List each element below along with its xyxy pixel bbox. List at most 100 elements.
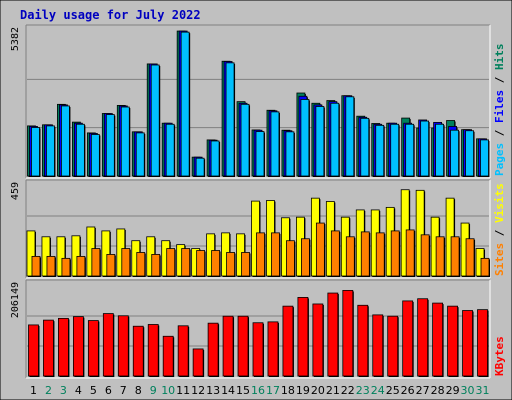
bar-kbytes-day-10 (162, 335, 174, 377)
bar-visits-day-6 (101, 230, 111, 277)
day-label-9: 9 (150, 384, 157, 397)
bar-pages-day-31 (480, 139, 489, 177)
day-label-10: 10 (161, 384, 175, 397)
bar-pages-day-20 (315, 106, 325, 177)
bar-sites-day-6 (106, 254, 116, 277)
day-label-7: 7 (120, 384, 127, 397)
panel-3: 206149 KBytes (10, 279, 506, 379)
bar-pages-day-15 (240, 103, 250, 177)
bar-pages-day-23 (360, 117, 370, 177)
bar-kbytes-day-14 (222, 315, 234, 377)
bar-sites-day-19 (301, 238, 310, 277)
legend-hits: Hits (493, 44, 506, 71)
bar-pages-day-29 (450, 129, 459, 177)
day-label-19: 19 (296, 384, 310, 397)
bar-pages-day-14 (225, 62, 235, 177)
legend-separator: / (493, 123, 506, 143)
legend-sites: Sites (493, 243, 506, 276)
day-label-28: 28 (431, 384, 445, 397)
bar-sites-day-16 (256, 232, 265, 277)
day-label-8: 8 (135, 384, 142, 397)
bar-sites-day-31 (480, 257, 490, 277)
bar-kbytes-day-31 (477, 309, 488, 377)
bar-visits-day-27 (415, 189, 425, 277)
bar-pages-day-26 (405, 123, 415, 177)
bar-visits-day-3 (56, 236, 66, 277)
day-label-15: 15 (236, 384, 250, 397)
bar-sites-day-8 (136, 252, 146, 277)
bar-pages-day-30 (465, 130, 474, 177)
day-label-21: 21 (326, 384, 340, 397)
bar-kbytes-day-7 (117, 315, 129, 377)
legend-kbytes: KBytes (493, 336, 506, 376)
bar-kbytes-day-3 (58, 317, 69, 377)
bar-kbytes-day-30 (462, 310, 473, 377)
legend-separator: / (493, 223, 506, 243)
bar-kbytes-day-12 (192, 348, 204, 377)
bar-kbytes-day-20 (312, 303, 324, 377)
legend-pages: Pages (493, 143, 506, 176)
bar-kbytes-day-19 (297, 297, 309, 377)
bar-sites-day-12 (196, 250, 206, 277)
bar-visits-day-4 (71, 235, 81, 277)
day-label-6: 6 (105, 384, 112, 397)
bar-sites-day-13 (211, 250, 220, 277)
panel-legend: KBytes (493, 336, 506, 376)
day-label-31: 31 (476, 384, 490, 397)
day-label-20: 20 (311, 384, 325, 397)
bar-kbytes-day-24 (372, 314, 384, 377)
legend-separator: / (493, 70, 506, 90)
bar-sites-day-14 (226, 252, 235, 277)
bar-pages-day-27 (420, 120, 430, 177)
bar-kbytes-day-11 (177, 325, 189, 377)
day-label-11: 11 (176, 384, 190, 397)
bar-kbytes-day-21 (327, 292, 339, 377)
bar-kbytes-day-4 (72, 316, 84, 377)
bar-sites-day-23 (360, 231, 370, 277)
bar-kbytes-day-17 (267, 321, 279, 377)
day-label-17: 17 (266, 384, 280, 397)
bar-kbytes-day-13 (207, 322, 219, 377)
day-label-16: 16 (251, 384, 265, 397)
day-label-24: 24 (371, 384, 385, 397)
bar-sites-day-1 (31, 255, 41, 277)
day-label-12: 12 (191, 384, 205, 397)
bar-pages-day-9 (150, 64, 160, 177)
bar-kbytes-day-8 (132, 325, 144, 377)
bar-sites-day-21 (330, 230, 340, 277)
bar-kbytes-day-18 (282, 305, 294, 377)
day-label-1: 1 (30, 384, 37, 397)
legend-files: Files (493, 90, 506, 123)
bar-sites-day-22 (345, 236, 355, 277)
panel-legend: Sites / Visits (493, 183, 506, 276)
bar-kbytes-day-27 (417, 298, 429, 377)
bar-pages-day-10 (165, 123, 175, 177)
bar-sites-day-30 (465, 238, 475, 277)
day-label-4: 4 (75, 384, 82, 397)
bar-kbytes-day-15 (237, 315, 249, 377)
bar-pages-day-25 (390, 123, 400, 177)
bar-sites-day-17 (271, 232, 280, 277)
bar-pages-day-17 (270, 111, 280, 177)
panel-max-label: 206149 (10, 282, 21, 318)
bar-kbytes-day-1 (28, 324, 39, 377)
bar-pages-day-18 (285, 131, 295, 177)
bar-sites-day-7 (121, 248, 131, 277)
bar-pages-day-16 (255, 131, 265, 177)
panel-1: 5382 Pages / Files / Hits (10, 24, 506, 179)
bar-pages-day-21 (330, 102, 340, 177)
bar-sites-day-18 (286, 240, 295, 277)
day-label-5: 5 (90, 384, 97, 397)
bar-pages-day-19 (300, 99, 310, 177)
bar-kbytes-day-25 (387, 315, 399, 377)
chart-title: Daily usage for July 2022 (20, 8, 201, 22)
day-label-26: 26 (401, 384, 415, 397)
day-label-25: 25 (386, 384, 400, 397)
bar-pages-day-6 (105, 114, 115, 177)
bar-kbytes-day-16 (252, 322, 264, 377)
day-label-3: 3 (60, 384, 67, 397)
day-label-30: 30 (461, 384, 475, 397)
bar-kbytes-day-26 (402, 300, 414, 377)
